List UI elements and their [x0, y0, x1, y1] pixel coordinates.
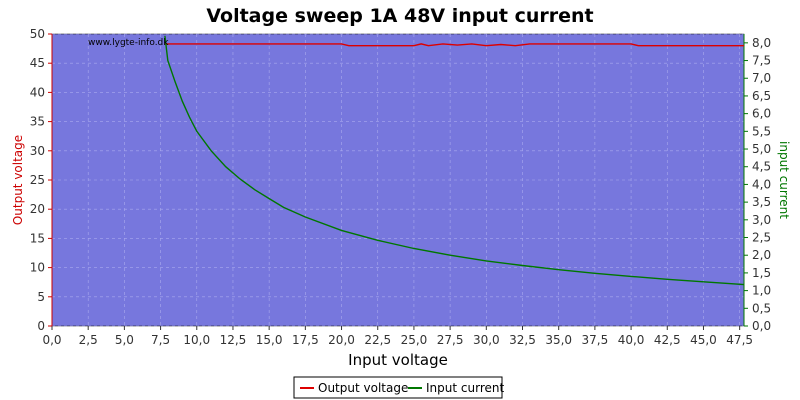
y-right-tick-label: 3,5	[752, 195, 771, 209]
y-right-tick-label: 6,5	[752, 89, 771, 103]
y-right-tick-label: 7,5	[752, 54, 771, 68]
grid	[51, 33, 744, 327]
x-tick-label: 2,5	[79, 333, 98, 347]
y-right-tick-label: 3,0	[752, 213, 771, 227]
x-axis-label: Input voltage	[348, 351, 448, 369]
x-tick-label: 5,0	[115, 333, 134, 347]
y-left-axis-label: Output voltage	[11, 135, 25, 225]
x-tick-label: 32,5	[509, 333, 536, 347]
x-tick-label: 17,5	[292, 333, 319, 347]
y-left-tick-label: 0	[37, 319, 45, 333]
legend-label-output-voltage: Output voltage	[318, 381, 408, 395]
x-tick-label: 10,0	[183, 333, 210, 347]
y-left-tick-label: 30	[30, 144, 45, 158]
y-left-tick-label: 15	[30, 231, 45, 245]
series-line-output-voltage	[164, 43, 744, 47]
y-right-tick-label: 6,0	[752, 107, 771, 121]
x-tick-label: 7,5	[151, 333, 170, 347]
watermark: www.lygte-info.dk	[88, 38, 169, 48]
chart-title: Voltage sweep 1A 48V input current	[206, 5, 593, 27]
x-tick-label: 15,0	[256, 333, 283, 347]
y-right-tick-label: 4,5	[752, 160, 771, 174]
y-left-tick-label: 20	[30, 202, 45, 216]
x-tick-label: 30,0	[473, 333, 500, 347]
series-line-input-current	[164, 35, 745, 286]
y-right-axis-ticks: 0,0 0,5 1,0 1,5 2,0 2,5 3,0 3,5 4,0 4,5 5,0 5,5 6,0 6…	[744, 36, 771, 333]
y-right-tick-label: 5,0	[752, 142, 771, 156]
y-left-tick-label: 35	[30, 115, 45, 129]
x-tick-label: 47,5	[726, 333, 753, 347]
x-tick-label: 25,0	[401, 333, 428, 347]
x-tick-label: 35,0	[545, 333, 572, 347]
x-tick-label: 40,0	[618, 333, 645, 347]
x-axis-ticks: 0,0 2,5 5,0 7,5 10,0 12,5 15,0 17,5 20,0 22,5 25,0…	[42, 326, 753, 347]
y-right-tick-label: 0,5	[752, 301, 771, 315]
y-right-tick-label: 2,5	[752, 231, 771, 245]
y-right-tick-label: 8,0	[752, 36, 771, 50]
x-tick-label: 0,0	[42, 333, 61, 347]
x-tick-label: 27,5	[437, 333, 464, 347]
y-left-tick-label: 10	[30, 261, 45, 275]
y-left-tick-label: 5	[37, 290, 45, 304]
y-right-tick-label: 5,5	[752, 124, 771, 138]
y-right-tick-label: 7,0	[752, 71, 771, 85]
y-left-axis-ticks: 0 5 10 15 20 25 30 35 40 45 50	[30, 27, 52, 333]
y-left-tick-label: 50	[30, 27, 45, 41]
y-right-tick-label: 1,0	[752, 284, 771, 298]
legend-label-input-current: Input current	[426, 381, 504, 395]
y-right-axis-label: input current	[777, 141, 791, 219]
y-left-tick-label: 45	[30, 56, 45, 70]
x-tick-label: 42,5	[654, 333, 681, 347]
legend-box	[293, 376, 503, 399]
y-right-tick-label: 0,0	[752, 319, 771, 333]
x-tick-label: 20,0	[328, 333, 355, 347]
y-right-tick-label: 2,0	[752, 248, 771, 262]
legend: Output voltage Input current	[293, 376, 504, 399]
x-tick-label: 45,0	[690, 333, 717, 347]
y-left-tick-label: 25	[30, 173, 45, 187]
series-group	[164, 35, 745, 286]
x-tick-label: 12,5	[220, 333, 247, 347]
x-tick-label: 22,5	[364, 333, 391, 347]
x-tick-label: 37,5	[582, 333, 609, 347]
y-right-tick-label: 1,5	[752, 266, 771, 280]
y-right-tick-label: 4,0	[752, 177, 771, 191]
y-left-tick-label: 40	[30, 85, 45, 99]
